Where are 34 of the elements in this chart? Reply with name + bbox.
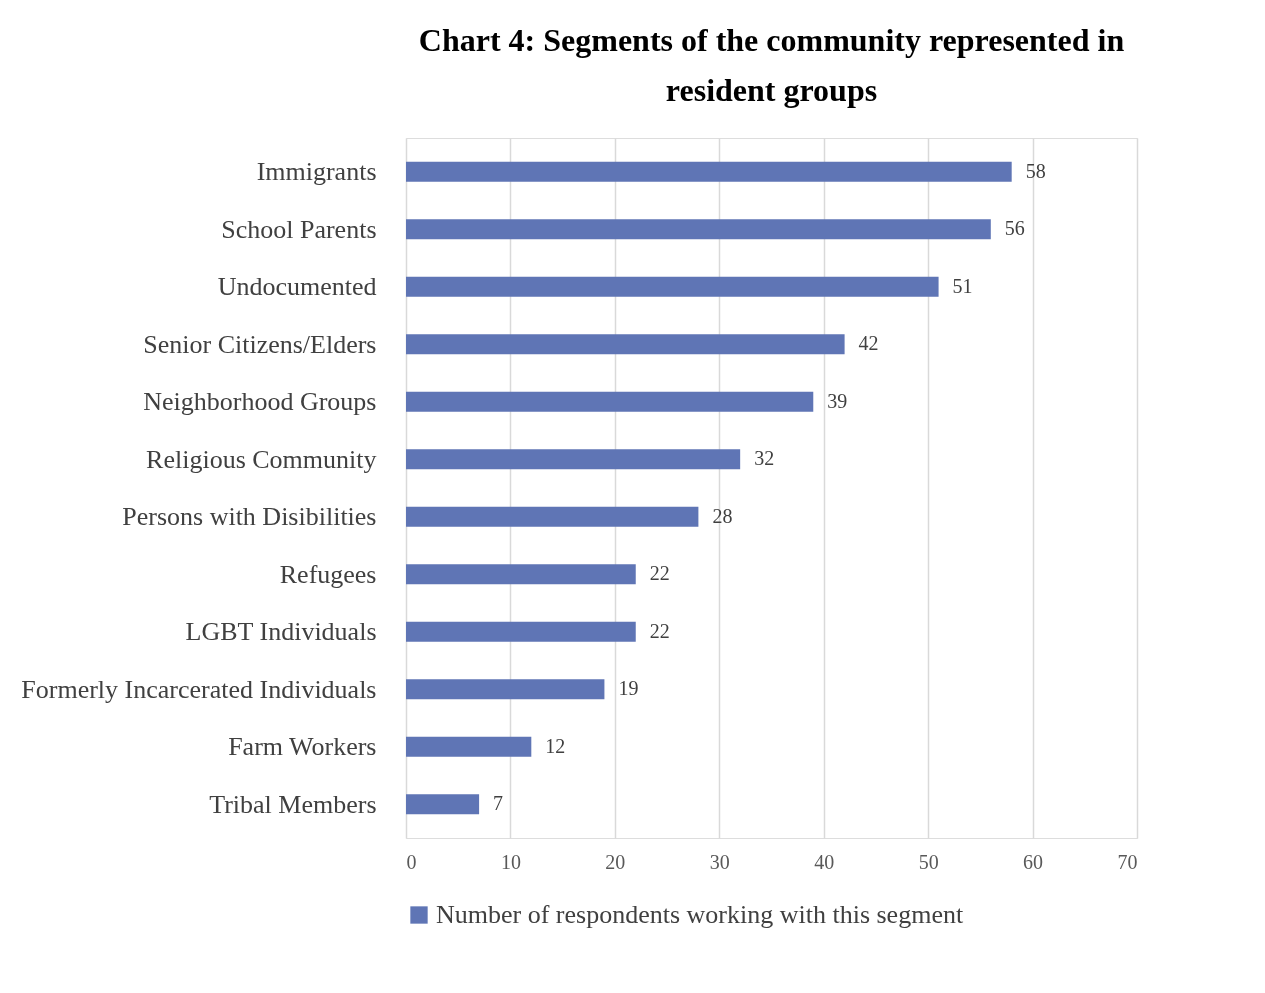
y-tick-label: Neighborhood Groups (143, 387, 377, 417)
y-tick-label: Farm Workers (228, 732, 377, 762)
y-tick-label: Immigrants (256, 157, 377, 187)
legend-label: Number of respondents working with this segment (436, 900, 964, 929)
data-label: 22 (649, 562, 670, 585)
y-tick-label: Senior Citizens/Elders (143, 329, 377, 359)
data-label: 39 (827, 389, 848, 412)
x-tick-label: 20 (605, 850, 626, 873)
data-label: 42 (858, 332, 879, 355)
y-tick-label: School Parents (221, 214, 377, 244)
chart-title: Chart 4: Segments of the community represented in resident groups (418, 22, 1125, 108)
data-label: 7 (493, 792, 504, 815)
data-label: 22 (649, 619, 670, 642)
data-label: 12 (545, 734, 566, 757)
y-tick-label: LGBT Individuals (185, 617, 377, 647)
y-tick-label: Undocumented (217, 272, 377, 302)
data-label: 56 (1004, 217, 1025, 240)
x-tick-label: 40 (814, 850, 835, 873)
x-tick-label: 10 (500, 850, 521, 873)
x-tick-label: 50 (918, 850, 939, 873)
x-tick-label: 60 (1023, 850, 1044, 873)
y-tick-label: Tribal Members (209, 789, 377, 819)
data-label: 19 (618, 677, 639, 700)
x-tick-label: 70 (1117, 850, 1138, 873)
data-label: 28 (712, 504, 733, 527)
y-tick-label: Religious Community (146, 444, 377, 474)
y-tick-label: Refugees (279, 559, 377, 589)
data-label: 58 (1025, 159, 1046, 182)
x-tick-label: 0 (406, 850, 417, 873)
x-tick-label: 30 (709, 850, 730, 873)
data-label: 32 (754, 447, 775, 470)
y-tick-label: Persons with Disibilities (122, 502, 377, 532)
y-tick-label: Formerly Incarcerated Individuals (21, 674, 377, 704)
data-label: 51 (952, 274, 973, 297)
